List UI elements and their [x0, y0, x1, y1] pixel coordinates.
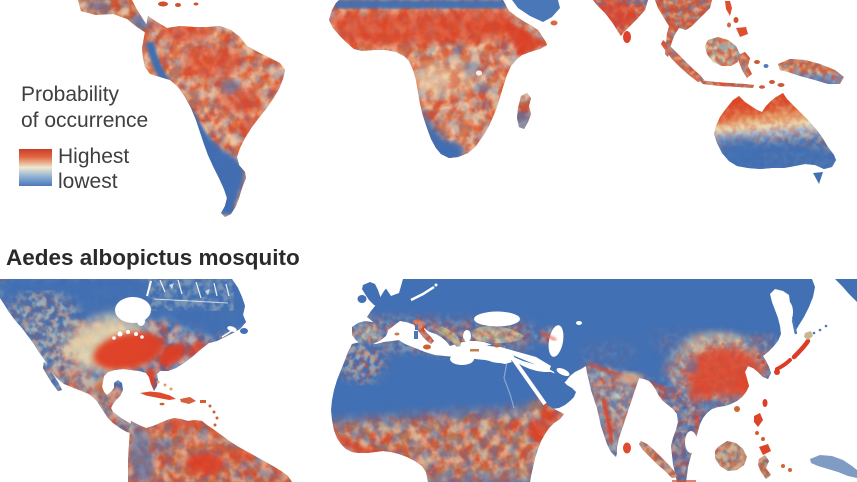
- svg-text:Highest: Highest: [58, 145, 129, 168]
- svg-text:Probability: Probability: [21, 83, 120, 106]
- svg-text:Aedes albopictus mosquito: Aedes albopictus mosquito: [6, 245, 300, 270]
- svg-text:of occurrence: of occurrence: [21, 109, 148, 132]
- svg-text:lowest: lowest: [58, 170, 118, 193]
